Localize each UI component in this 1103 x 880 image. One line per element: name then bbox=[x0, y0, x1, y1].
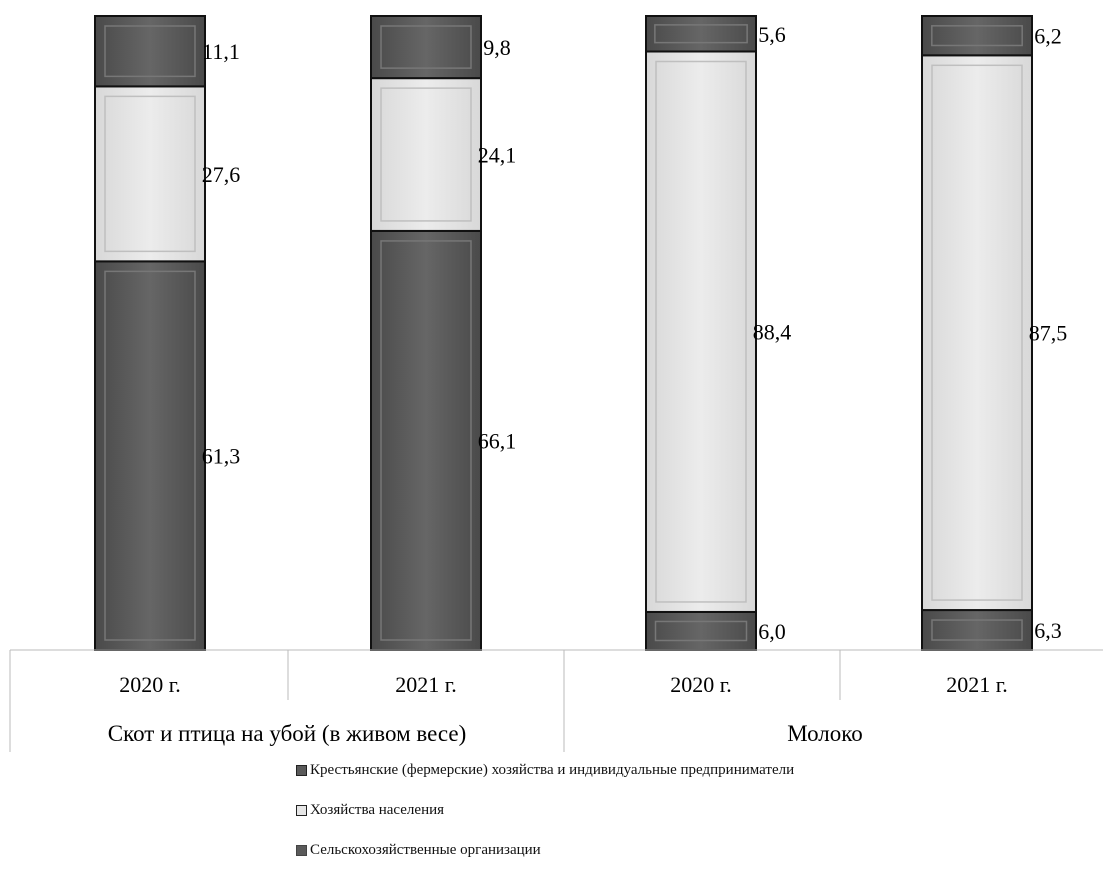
legend-swatch-agri-orgs bbox=[296, 844, 307, 856]
value-label-agri-orgs-2: 6,0 bbox=[758, 619, 786, 644]
value-label-farmers-3: 6,2 bbox=[1034, 24, 1062, 49]
group-label-0: Скот и птица на убой (в живом весе) bbox=[108, 721, 466, 746]
bar-bevel-households-0 bbox=[104, 95, 196, 253]
group-label-1: Молоко bbox=[787, 721, 863, 746]
bar-bevel-farmers-2 bbox=[654, 24, 748, 44]
legend-swatch-farmers bbox=[296, 764, 307, 776]
bars-layer bbox=[94, 15, 1033, 652]
bar-segment-agri-orgs-3 bbox=[921, 609, 1033, 651]
bar-segment-households-0 bbox=[94, 85, 206, 263]
bar-bevel-farmers-0 bbox=[104, 25, 196, 78]
legend-item-agri-orgs: Сельскохозяйственные организации bbox=[296, 840, 794, 860]
legend-label-farmers: Крестьянские (фермерские) хозяйства и ин… bbox=[310, 761, 795, 778]
value-label-agri-orgs-3: 6,3 bbox=[1034, 618, 1062, 643]
bar-segment-farmers-3 bbox=[921, 15, 1033, 57]
bar-segment-households-2 bbox=[645, 50, 757, 613]
bar-segment-farmers-1 bbox=[370, 15, 482, 80]
value-label-agri-orgs-0: 61,3 bbox=[202, 444, 241, 469]
bar-segment-agri-orgs-1 bbox=[370, 229, 482, 651]
tick-label-1: 2021 г. bbox=[395, 672, 457, 697]
category-axis: 2020 г. 2021 г. 2020 г. 2021 г. Скот и птица… bbox=[9, 649, 1103, 752]
bar-agri-orgs-2 bbox=[645, 610, 757, 652]
value-labels-layer: 61,3 27,6 11,1 66,1 24,1 9,8 6,0 88,4 5,6 6,3 87,5… bbox=[202, 22, 1068, 644]
bar-households-0 bbox=[94, 85, 206, 263]
legend-item-households: Хозяйства населения bbox=[296, 800, 794, 820]
bar-agri-orgs-1 bbox=[370, 229, 482, 651]
bar-bevel-agri-orgs-0 bbox=[104, 270, 196, 641]
bar-farmers-0 bbox=[94, 15, 206, 88]
stacked-bar-chart: 61,3 27,6 11,1 66,1 24,1 9,8 6,0 88,4 5,6 6,3 87,5… bbox=[9, 15, 1103, 752]
bar-households-2 bbox=[645, 50, 757, 613]
bar-bevel-households-2 bbox=[655, 60, 747, 603]
legend-item-farmers: Крестьянские (фермерские) хозяйства и ин… bbox=[296, 760, 794, 780]
tick-label-2: 2020 г. bbox=[670, 672, 732, 697]
bar-bevel-households-3 bbox=[931, 64, 1023, 601]
bar-farmers-2 bbox=[645, 15, 757, 53]
bar-agri-orgs-3 bbox=[921, 609, 1033, 651]
bar-segment-agri-orgs-0 bbox=[94, 260, 206, 651]
bar-segment-households-1 bbox=[370, 77, 482, 232]
value-label-households-1: 24,1 bbox=[478, 143, 517, 168]
tick-label-3: 2021 г. bbox=[946, 672, 1008, 697]
value-label-farmers-2: 5,6 bbox=[758, 22, 786, 47]
bar-bevel-agri-orgs-3 bbox=[931, 619, 1023, 641]
bar-bevel-farmers-1 bbox=[380, 25, 472, 69]
bar-bevel-farmers-3 bbox=[931, 25, 1023, 47]
bar-bevel-agri-orgs-1 bbox=[380, 240, 472, 641]
legend-label-households: Хозяйства населения bbox=[310, 801, 445, 818]
bar-bevel-agri-orgs-2 bbox=[654, 620, 748, 642]
bar-segment-agri-orgs-2 bbox=[645, 610, 757, 652]
value-label-households-2: 88,4 bbox=[753, 320, 792, 345]
bar-agri-orgs-0 bbox=[94, 260, 206, 651]
bar-segment-households-3 bbox=[921, 54, 1033, 612]
legend: Крестьянские (фермерские) хозяйства и ин… bbox=[296, 760, 794, 880]
legend-label-agri-orgs: Сельскохозяйственные организации bbox=[310, 841, 541, 858]
tick-label-0: 2020 г. bbox=[119, 672, 181, 697]
value-label-farmers-1: 9,8 bbox=[483, 35, 511, 60]
bar-farmers-3 bbox=[921, 15, 1033, 57]
legend-swatch-households bbox=[296, 804, 307, 816]
bar-segment-farmers-2 bbox=[645, 15, 757, 53]
bar-households-1 bbox=[370, 77, 482, 232]
bar-segment-farmers-0 bbox=[94, 15, 206, 88]
value-label-agri-orgs-1: 66,1 bbox=[478, 428, 517, 453]
value-label-households-3: 87,5 bbox=[1029, 321, 1068, 346]
bar-bevel-households-1 bbox=[380, 87, 472, 222]
value-label-farmers-0: 11,1 bbox=[202, 39, 240, 64]
bar-households-3 bbox=[921, 54, 1033, 612]
value-label-households-0: 27,6 bbox=[202, 162, 241, 187]
